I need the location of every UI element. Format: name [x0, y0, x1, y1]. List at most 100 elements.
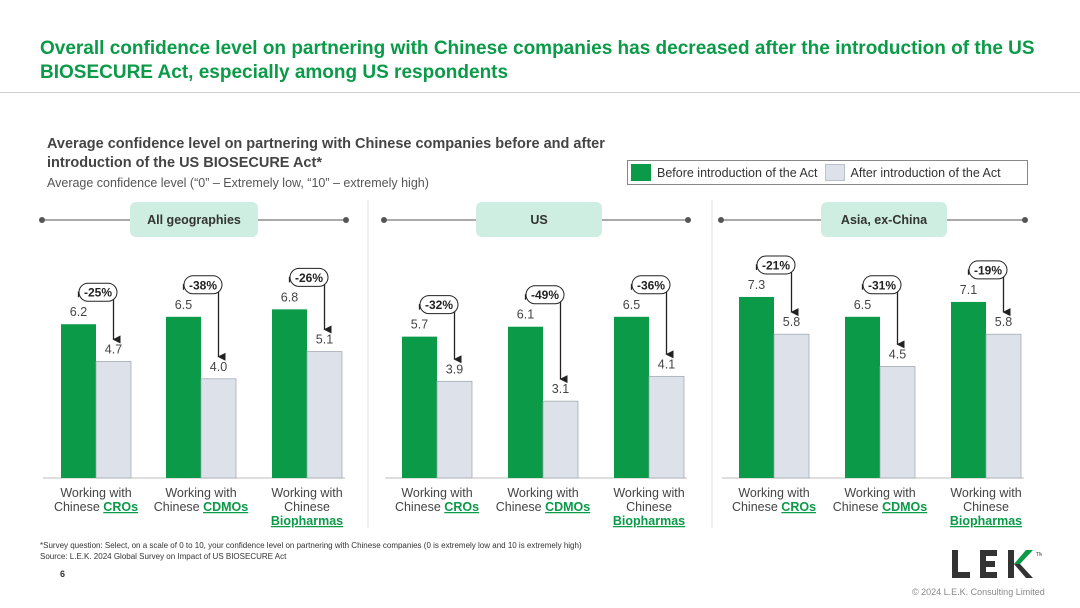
bar-after — [542, 400, 579, 479]
change-label: -19% — [974, 263, 1002, 277]
category-label-highlight: CDMOs — [203, 500, 248, 514]
category-label-line1: Working with — [60, 486, 131, 500]
panel-header-dot — [718, 217, 724, 223]
category-label-highlight: CROs — [103, 500, 138, 514]
footnote-survey: *Survey question: Select, on a scale of … — [40, 541, 582, 550]
data-label-after: 3.1 — [552, 382, 569, 396]
data-label-after: 5.8 — [783, 315, 800, 329]
legend-swatch-after — [824, 164, 845, 181]
category-label-highlight: CROs — [781, 500, 816, 514]
change-label: -38% — [189, 278, 217, 292]
category-label-prefix: Chinese — [496, 500, 545, 514]
category-label-line2: Chinese CROs — [732, 500, 816, 514]
change-label: -32% — [425, 298, 453, 312]
legend-item-after: After introduction of the Act — [824, 164, 1001, 181]
change-pill — [525, 285, 565, 305]
legend-item-before: Before introduction of the Act — [631, 164, 818, 181]
category-label-line2: Chinese — [284, 500, 330, 514]
category-label-line2: Chinese — [963, 500, 1009, 514]
data-label-before: 7.3 — [748, 278, 765, 292]
category-label-prefix: Chinese — [54, 500, 103, 514]
data-label-before: 6.8 — [281, 290, 298, 304]
bar-before — [166, 316, 201, 478]
category-label-line1: Working with — [950, 486, 1021, 500]
category-label-prefix: Chinese — [732, 500, 781, 514]
panel-header-dot — [343, 217, 349, 223]
category-label-highlight: CDMOs — [545, 500, 590, 514]
chart-subtitle: Average confidence level on partnering w… — [47, 136, 605, 171]
data-label-after: 5.1 — [316, 333, 333, 347]
bar-after — [648, 375, 685, 479]
data-label-before: 5.7 — [411, 318, 428, 332]
bar-after — [306, 351, 343, 479]
category-label-line1: Working with — [165, 486, 236, 500]
legend-swatch-before — [631, 164, 651, 181]
slide-title: Overall confidence level on partnering w… — [40, 38, 1035, 83]
change-label: -31% — [868, 278, 896, 292]
category-label-prefix: Chinese — [833, 500, 882, 514]
change-pill — [862, 275, 902, 295]
panel-header-pill — [821, 202, 947, 237]
data-label-before: 6.5 — [854, 298, 871, 312]
svg-text:TM: TM — [1036, 552, 1042, 558]
category-label-highlight: Biopharmas — [271, 514, 343, 528]
change-pill — [183, 275, 223, 295]
bar-before — [61, 324, 96, 478]
bar-after — [436, 380, 473, 479]
data-label-before: 6.5 — [623, 298, 640, 312]
category-label-highlight: CDMOs — [882, 500, 927, 514]
panel-title: Asia, ex-China — [841, 213, 928, 227]
data-label-after: 5.8 — [995, 315, 1012, 329]
category-label-prefix: Chinese — [154, 500, 203, 514]
bar-after — [985, 333, 1022, 479]
category-label-line1: Working with — [844, 486, 915, 500]
bar-after — [773, 333, 810, 479]
footnote-source: Source: L.E.K. 2024 Global Survey on Imp… — [40, 552, 287, 561]
category-label-line2: Chinese CROs — [54, 500, 138, 514]
category-label-line1: Working with — [507, 486, 578, 500]
title-divider — [0, 92, 1080, 93]
data-label-before: 6.2 — [70, 305, 87, 319]
lek-logo-icon: TM — [952, 550, 1042, 578]
category-label-highlight: Biopharmas — [950, 514, 1022, 528]
bar-after — [200, 378, 237, 479]
data-label-before: 6.5 — [175, 298, 192, 312]
change-pill — [419, 295, 459, 315]
bar-after — [879, 366, 916, 479]
panel-header-dot — [1022, 217, 1028, 223]
panel-header-pill — [476, 202, 602, 237]
panel-header-dot — [685, 217, 691, 223]
legend-label-before: Before introduction of the Act — [657, 165, 818, 180]
category-label-line1: Working with — [401, 486, 472, 500]
panel-header-dot — [39, 217, 45, 223]
bar-before — [845, 316, 880, 478]
change-pill — [289, 267, 329, 287]
panel-title: US — [530, 213, 547, 227]
bar-before — [508, 326, 543, 478]
bar-before — [272, 309, 307, 478]
data-label-after: 4.0 — [210, 360, 227, 374]
change-label: -49% — [531, 288, 559, 302]
legend-label-after: After introduction of the Act — [850, 165, 1001, 180]
category-label-line2: Chinese CROs — [395, 500, 479, 514]
bar-after — [95, 361, 132, 479]
category-label-line2: Chinese CDMOs — [154, 500, 249, 514]
data-label-after: 4.7 — [105, 342, 122, 356]
change-label: -36% — [637, 278, 665, 292]
bar-before — [402, 336, 437, 478]
bar-before — [739, 296, 774, 478]
change-pill — [968, 260, 1008, 280]
change-label: -21% — [762, 258, 790, 272]
legend: Before introduction of the Act After int… — [627, 160, 1028, 185]
panel-header-dot — [381, 217, 387, 223]
category-label-prefix: Chinese — [395, 500, 444, 514]
category-label-highlight: CROs — [444, 500, 479, 514]
change-label: -25% — [84, 286, 112, 300]
change-pill — [756, 255, 796, 275]
scale-note: Average confidence level (“0” – Extremel… — [47, 176, 429, 190]
category-label-line2: Chinese — [626, 500, 672, 514]
bar-before — [614, 316, 649, 478]
page-number: 6 — [60, 569, 66, 579]
category-label-highlight: Biopharmas — [613, 514, 685, 528]
category-label-line1: Working with — [613, 486, 684, 500]
